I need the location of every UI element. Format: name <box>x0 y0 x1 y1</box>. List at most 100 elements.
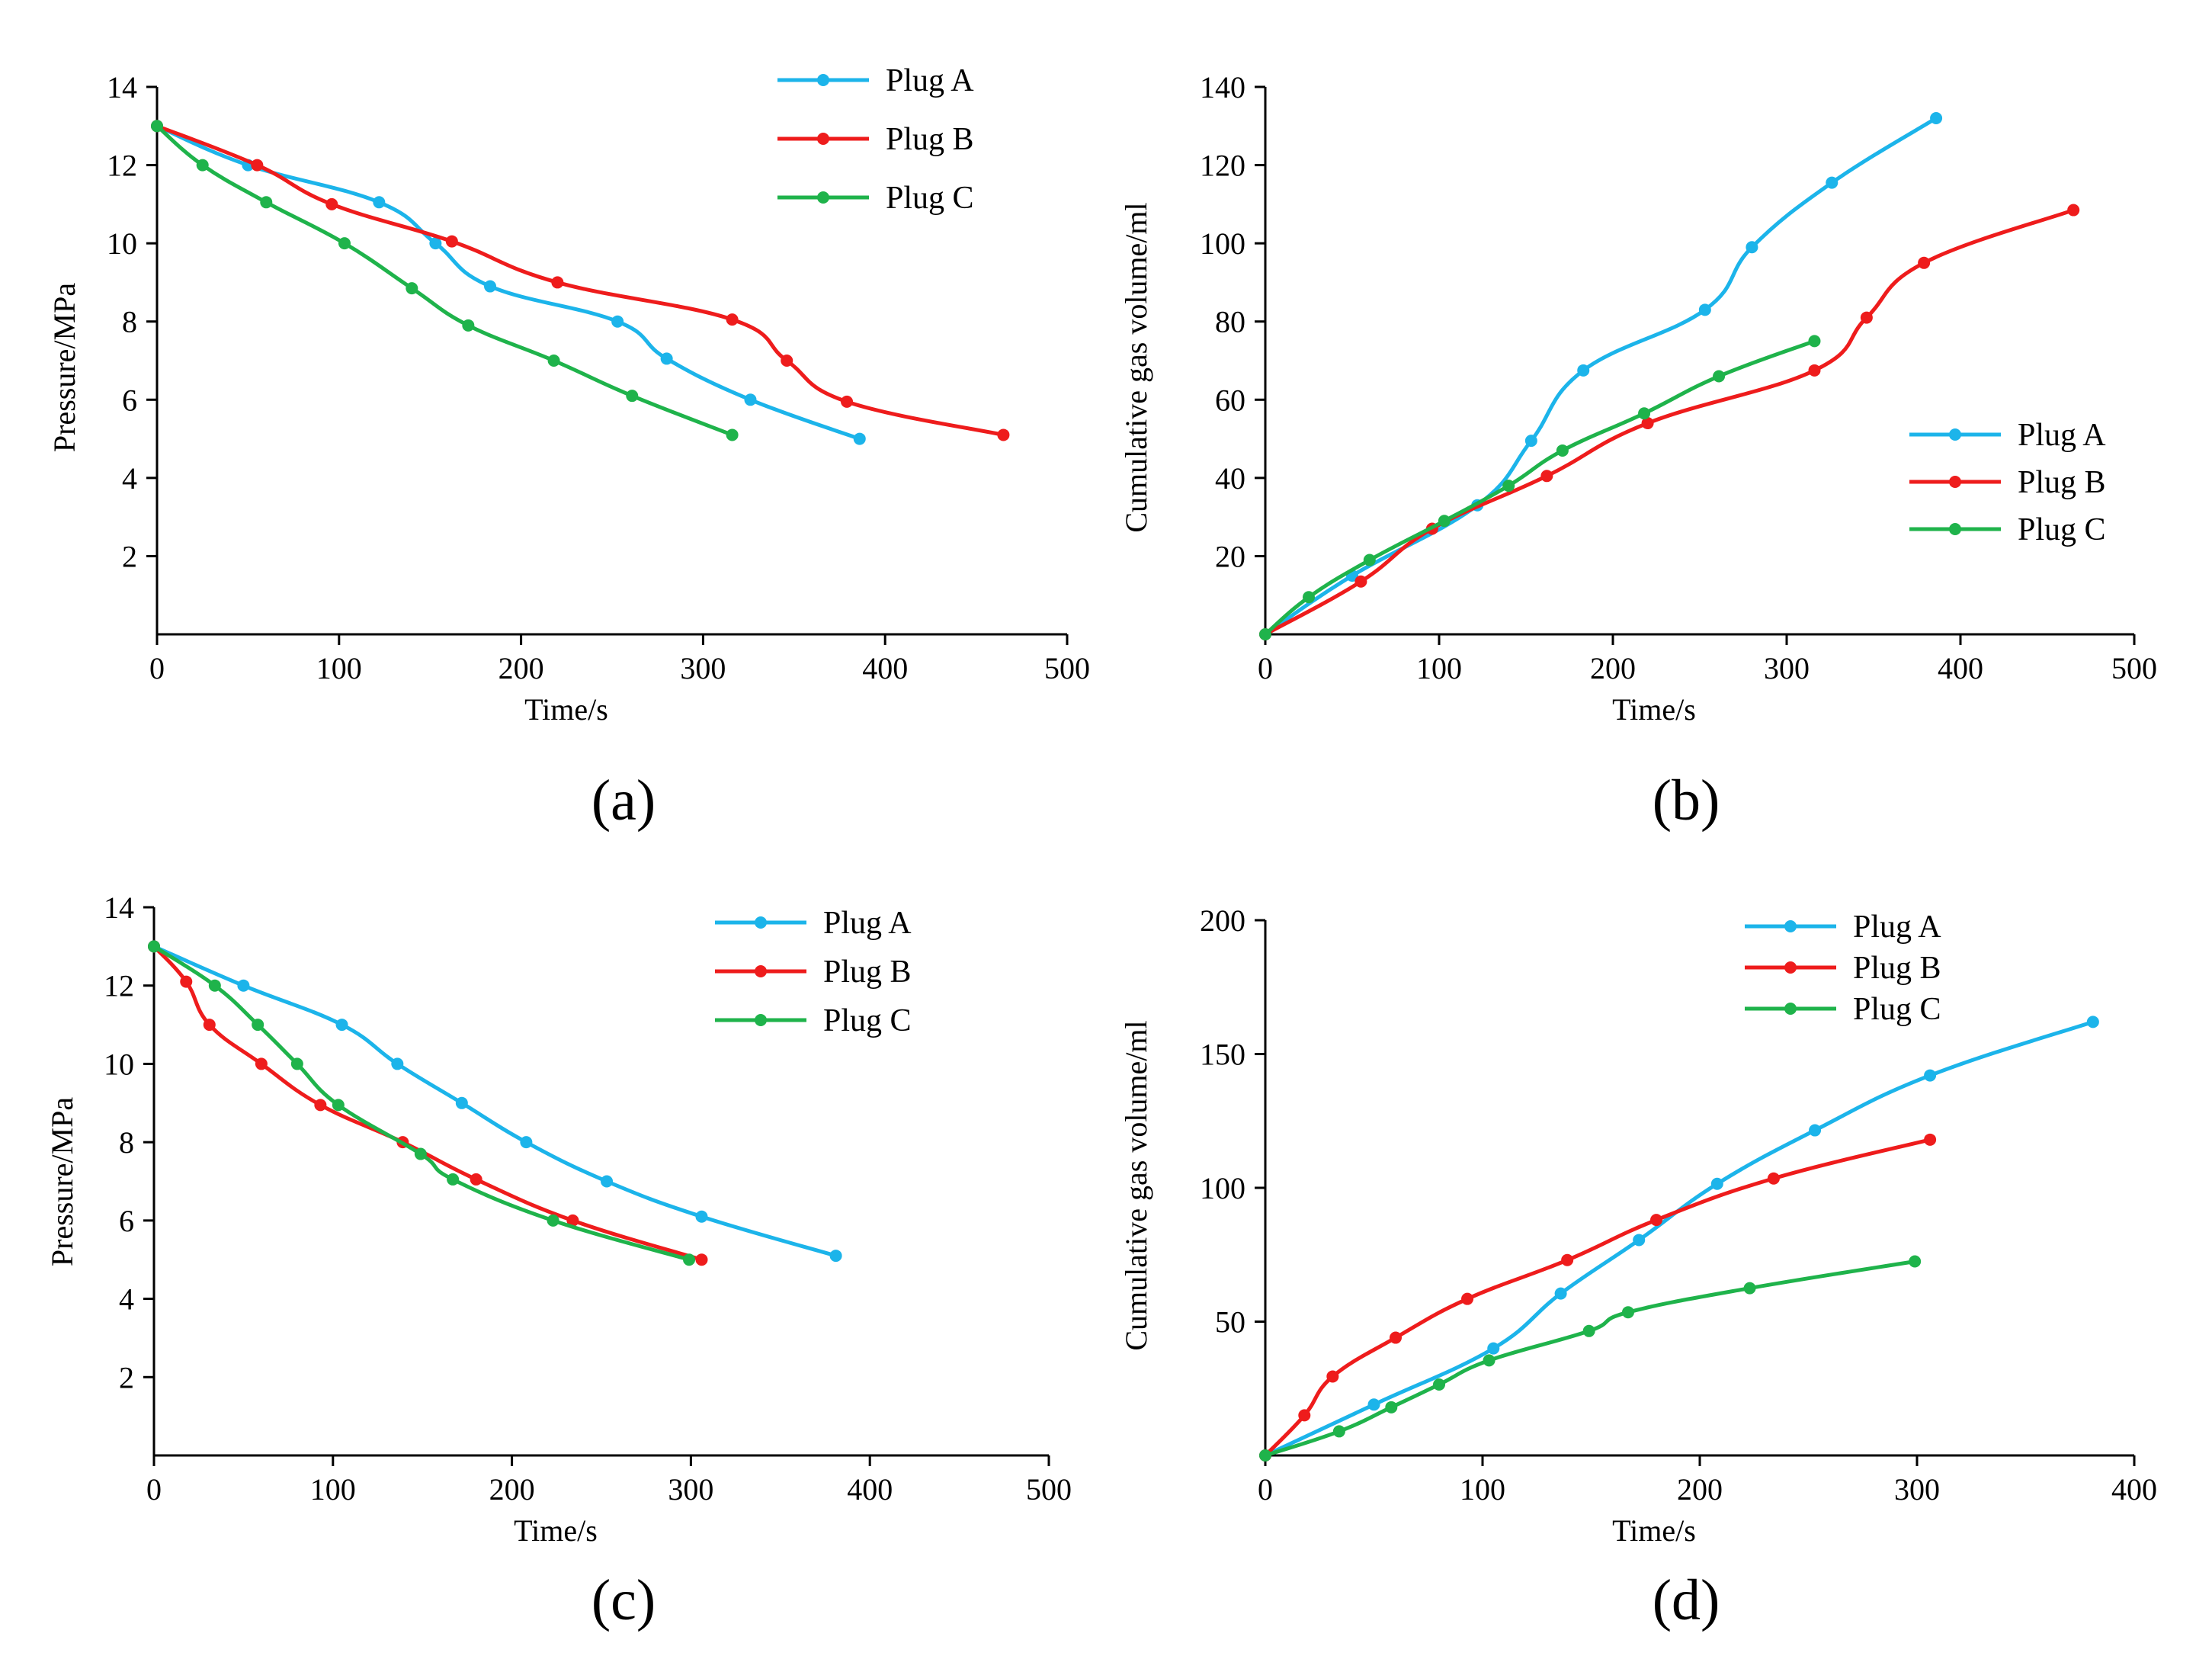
y-tick-label: 2 <box>119 1360 134 1394</box>
data-point <box>314 1099 327 1112</box>
data-point <box>203 1019 216 1032</box>
panel-caption: (c) <box>591 1568 656 1632</box>
series-plug-b <box>151 120 1010 441</box>
data-point <box>1808 364 1821 377</box>
y-axis-title: Cumulative gas volume/ml <box>1119 202 1153 532</box>
data-point <box>566 1214 579 1227</box>
series-plug-a <box>148 940 842 1263</box>
data-point <box>180 975 193 988</box>
x-axis-title: Time/s <box>1612 692 1696 727</box>
y-tick-label: 4 <box>119 1282 134 1317</box>
series-line <box>156 124 1004 437</box>
data-point <box>726 428 739 441</box>
data-point <box>462 319 475 332</box>
legend-label: Plug B <box>2018 465 2106 500</box>
y-axis-title: Cumulative gas volume/ml <box>1119 1020 1153 1350</box>
data-point <box>1713 370 1726 383</box>
legend: Plug A Plug B Plug C <box>715 906 912 1038</box>
legend-marker <box>755 916 767 929</box>
data-point <box>414 1147 427 1160</box>
data-point <box>391 1057 404 1070</box>
x-axis-title: Time/s <box>514 1513 598 1548</box>
x-axis-title: Time/s <box>1612 1513 1696 1548</box>
y-tick-label: 12 <box>107 149 137 183</box>
data-point <box>1259 628 1271 640</box>
data-point <box>1367 1398 1380 1411</box>
y-tick-label: 50 <box>1215 1305 1245 1340</box>
y-axis-title: Pressure/MPa <box>47 283 82 452</box>
data-point <box>781 355 793 367</box>
panel-caption: (d) <box>1653 1568 1720 1632</box>
x-tick-label: 100 <box>1416 651 1462 685</box>
data-point <box>1924 1133 1937 1146</box>
legend-marker <box>817 74 829 86</box>
data-point <box>829 1250 842 1263</box>
x-tick-label: 200 <box>489 1472 535 1507</box>
data-point <box>1650 1214 1662 1227</box>
data-point <box>547 1214 559 1227</box>
y-tick-label: 100 <box>1200 226 1245 261</box>
data-point <box>1633 1234 1646 1247</box>
panel-d: 0 100 200 300 400 50 100 150 200 Time/s Cumulative… <box>1119 903 2157 1632</box>
x-tick-label: 100 <box>316 651 362 685</box>
series-line <box>152 945 690 1262</box>
data-point <box>196 159 209 172</box>
data-point <box>470 1173 482 1186</box>
x-tick-label: 500 <box>2111 651 2157 685</box>
data-point <box>237 979 250 992</box>
legend-label: Plug B <box>886 122 974 157</box>
data-point <box>1524 435 1537 448</box>
series-line <box>1264 1020 2094 1458</box>
legend-marker <box>755 1014 767 1026</box>
legend-label: Plug B <box>1853 951 1941 986</box>
data-point <box>695 1253 708 1266</box>
data-point <box>551 276 564 289</box>
data-point <box>429 237 442 250</box>
legend: Plug A Plug B Plug C <box>777 63 974 216</box>
legend-marker <box>1949 476 1961 488</box>
y-tick-label: 60 <box>1215 383 1245 417</box>
data-point <box>853 432 866 445</box>
data-point <box>445 235 458 248</box>
y-tick-label: 14 <box>107 70 137 104</box>
data-point <box>1461 1292 1474 1305</box>
x-tick-label: 0 <box>146 1472 162 1507</box>
series-line <box>156 124 861 441</box>
x-tick-label: 500 <box>1044 651 1090 685</box>
x-tick-label: 400 <box>1938 651 1983 685</box>
series-line <box>152 945 703 1262</box>
y-tick-label: 150 <box>1200 1038 1245 1072</box>
x-tick-label: 300 <box>1894 1472 1940 1507</box>
data-point <box>1621 1306 1634 1319</box>
legend: Plug A Plug B Plug C <box>1909 418 2106 547</box>
data-point <box>2086 1016 2099 1028</box>
data-point <box>1561 1253 1574 1266</box>
data-point <box>1743 1282 1756 1295</box>
data-point <box>1483 1354 1496 1367</box>
data-point <box>332 1099 345 1112</box>
panel-b: 0 100 200 300 400 500 20 40 60 80 100 120 140 Time/s C… <box>1119 70 2157 833</box>
x-tick-label: 0 <box>1258 651 1273 685</box>
data-point <box>695 1210 708 1223</box>
legend-label: Plug A <box>886 63 974 98</box>
data-point <box>1826 176 1839 189</box>
y-tick-label: 8 <box>122 305 137 339</box>
data-point <box>547 355 560 367</box>
series-plug-b <box>148 940 708 1266</box>
legend: Plug A Plug B Plug C <box>1745 910 1941 1027</box>
legend-label: Plug A <box>823 906 912 941</box>
series-line <box>155 124 733 437</box>
legend-marker <box>1784 920 1797 932</box>
data-point <box>373 196 386 209</box>
data-point <box>1909 1255 1922 1268</box>
data-point <box>1438 515 1451 528</box>
data-point <box>252 1019 264 1032</box>
data-point <box>484 280 497 293</box>
data-point <box>1577 364 1590 377</box>
x-tick-label: 400 <box>2111 1472 2157 1507</box>
data-point <box>148 940 160 953</box>
x-tick-label: 200 <box>499 651 544 685</box>
legend-marker <box>817 133 829 145</box>
x-tick-label: 0 <box>149 651 165 685</box>
data-point <box>1746 241 1758 254</box>
